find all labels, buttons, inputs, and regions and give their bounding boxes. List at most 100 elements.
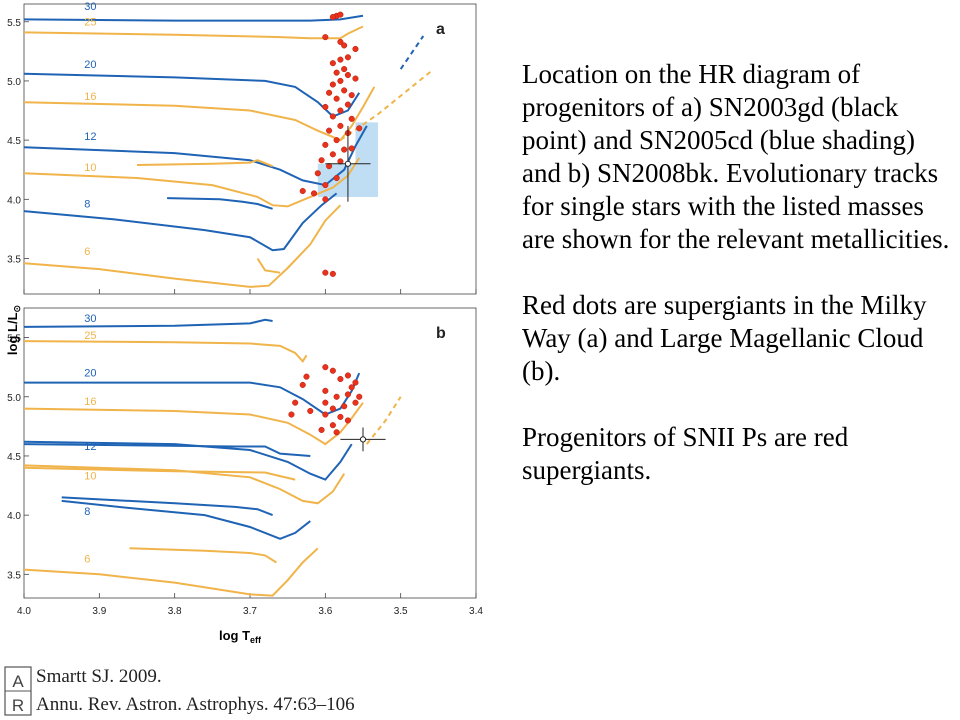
supergiant-point [326,89,333,96]
track-8-loop [167,197,273,210]
x-tick-label: 3.9 [92,606,106,617]
supergiant-point [348,115,355,122]
y-tick-label: 4.5 [7,452,21,463]
x-tick-label: 3.5 [394,606,408,617]
axis-labels: log L/L⊙ log Teff [5,305,262,645]
track-30-dashed [399,35,425,70]
supergiant-point [329,13,336,21]
supergiant-point [326,127,333,134]
plot-frame [23,307,477,599]
track-10-loop [23,466,296,481]
track-label-20: 20 [84,59,96,71]
supergiant-point [299,187,306,195]
y-tick-label: 3.5 [7,570,21,581]
supergiant-point [307,407,314,415]
supergiant-point [344,54,351,61]
supergiant-point [322,103,329,111]
track-label-25: 25 [84,330,96,342]
track-10-loop [136,159,273,168]
supergiant-point [337,38,344,45]
y-tick-label: 5.0 [7,393,21,404]
y-tick-label: 5.5 [7,18,21,29]
track-label-12: 12 [84,441,96,453]
x-tick-label: 3.7 [243,606,257,617]
track-20-msun [23,72,361,118]
track-16-dashed [366,396,402,445]
x-axis-label: log Teff [219,628,262,645]
x-axis-label-main: log T [219,628,250,643]
supergiant-point [337,122,344,129]
supergiant-point [329,113,336,120]
supergiant-point [329,405,336,412]
progenitor-point [344,160,352,167]
track-label-6: 6 [84,246,90,258]
supergiant-point [344,417,351,424]
track-label-6: 6 [84,553,90,565]
track-12-msun [23,125,368,187]
track-6-loop [129,547,277,564]
plot-frame [23,3,477,295]
supergiant-point [348,92,355,99]
svg-text:R: R [12,696,24,715]
supergiant-point [333,174,340,182]
supergiant-point [337,107,344,114]
citation-line-2: Annu. Rev. Astron. Astrophys. 47:63–106 [36,694,355,715]
supergiant-point [348,384,355,391]
track-12-loop [23,443,311,457]
citation: A R Smartt SJ. 2009. Annu. Rev. Astron. … [0,662,480,720]
supergiant-point [356,125,363,132]
caption-paragraph-1: Location on the HR diagram of progenitor… [522,59,950,254]
x-tick-label: 3.8 [168,606,182,617]
supergiant-point [344,372,351,379]
caption-paragraph-2: Red dots are supergiants in the Milky Wa… [522,290,927,386]
supergiant-point [322,399,329,406]
supergiant-point [344,71,351,79]
supergiant-point [329,367,336,374]
supergiant-point [352,75,359,82]
y-tick-label: 3.5 [7,254,21,265]
supergiant-point [352,45,359,53]
track-label-8: 8 [84,506,90,518]
track-10-msun [23,157,361,208]
supergiant-point [322,141,329,148]
panel-label: a [436,21,445,38]
supergiant-point [352,379,359,386]
track-8-msun [61,499,311,540]
supergiant-point [344,101,351,108]
x-tick-label: 3.6 [318,606,332,617]
supergiant-point [352,399,359,406]
supergiant-point [322,387,329,394]
track-8-msun [23,192,338,252]
track-25-msun [23,25,364,40]
supergiant-point [329,422,336,429]
supergiant-point [322,34,329,41]
hr-diagram-figure: 3.5 4.0 4.5 5.0 5.5 30 25 20 16 12 10 8 6 a 3.5 4.0 4.5… [5,1,483,645]
supergiant-point [292,399,299,406]
supergiant-point [341,42,348,49]
y-tick-label: 4.0 [7,511,21,522]
supergiant-point [310,190,318,197]
supergiant-point [303,373,310,380]
annual-reviews-logo-icon: A R [4,666,32,716]
track-label-25: 25 [84,16,96,28]
track-label-30: 30 [84,1,96,13]
supergiant-point [341,403,348,410]
panel-label: b [436,325,446,342]
supergiant-point [318,157,325,164]
supergiant-point [322,364,329,371]
supergiant-point [322,411,329,418]
supergiant-point [337,56,344,63]
supergiant-point [337,11,344,18]
track-6-msun [23,204,342,288]
supergiant-point [341,146,348,153]
track-label-8: 8 [84,199,90,211]
track-label-12: 12 [84,131,96,143]
track-label-10: 10 [84,162,96,174]
track-8-loop [61,496,273,517]
supergiant-point [337,375,344,383]
x-tick-label: 3.4 [469,606,483,617]
supergiant-point [356,393,363,400]
supergiant-point [322,182,329,189]
panel-a: 3.5 4.0 4.5 5.0 5.5 30 25 20 16 12 10 8 6 a [7,1,477,295]
supergiant-point [337,413,344,420]
